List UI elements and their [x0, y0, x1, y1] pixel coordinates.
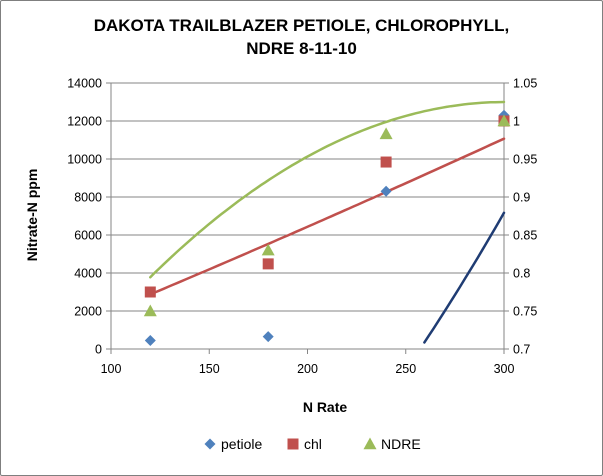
NDRE-point [143, 304, 157, 317]
y2-tick-label: 0.9 [513, 191, 530, 205]
y-axis-title: Nitrate-N ppm [24, 169, 40, 262]
chl-point [380, 156, 392, 168]
y2-tick-label: 0.8 [513, 267, 530, 281]
legend-label-chl: chl [304, 436, 322, 452]
y2-tick-label: 0.75 [513, 305, 537, 319]
chart-title: DAKOTA TRAILBLAZER PETIOLE, CHLOROPHYLL,… [0, 14, 603, 60]
x-axis-title: N Rate [303, 399, 348, 415]
y2-tick-label: 0.7 [513, 343, 530, 357]
axes: 0 2000 4000 6000 8000 10000 12000 14000 0.7 0.75 0… [67, 77, 537, 377]
x-tick-label: 200 [297, 362, 318, 376]
y2-tick-label: 0.95 [513, 153, 537, 167]
y-tick-label: 8000 [74, 191, 102, 205]
trendline-chl [149, 137, 506, 296]
trendline-petiole [423, 211, 506, 344]
y-tick-label: 6000 [74, 229, 102, 243]
x-tick-label: 250 [395, 362, 416, 376]
legend-marker-petiole [204, 438, 216, 450]
y-tick-label: 14000 [67, 77, 102, 91]
NDRE-point [379, 127, 393, 140]
y2-tick-label: 0.85 [513, 229, 537, 243]
y2-tick-label: 1 [513, 115, 520, 129]
y-tick-label: 10000 [67, 153, 102, 167]
x-tick-label: 300 [494, 362, 515, 376]
chl-point [262, 258, 274, 270]
legend-marker-chl [287, 438, 299, 450]
gridlines [111, 82, 504, 312]
chart-title-line-1: DAKOTA TRAILBLAZER PETIOLE, CHLOROPHYLL, [93, 16, 510, 35]
x-tick-label: 100 [101, 362, 122, 376]
data-markers [143, 109, 511, 346]
legend: petiole chl NDRE [204, 436, 421, 452]
legend-label-petiole: petiole [221, 436, 262, 452]
petiole-point [380, 185, 392, 197]
legend-marker-NDRE [363, 437, 377, 450]
y-tick-label: 0 [95, 343, 102, 357]
y-tick-label: 12000 [67, 115, 102, 129]
legend-label-NDRE: NDRE [381, 436, 421, 452]
trendline-NDRE [149, 100, 506, 279]
chl-point [144, 286, 156, 298]
y-tick-label: 2000 [74, 305, 102, 319]
NDRE-point [497, 114, 511, 127]
chart-title-line-2: NDRE 8-11-10 [246, 39, 357, 58]
petiole-point [262, 331, 274, 343]
x-tick-label: 150 [199, 362, 220, 376]
NDRE-point [261, 243, 275, 256]
y-tick-label: 4000 [74, 267, 102, 281]
petiole-point [144, 334, 156, 346]
y2-tick-label: 1.05 [513, 77, 537, 91]
trendlines [149, 100, 506, 344]
